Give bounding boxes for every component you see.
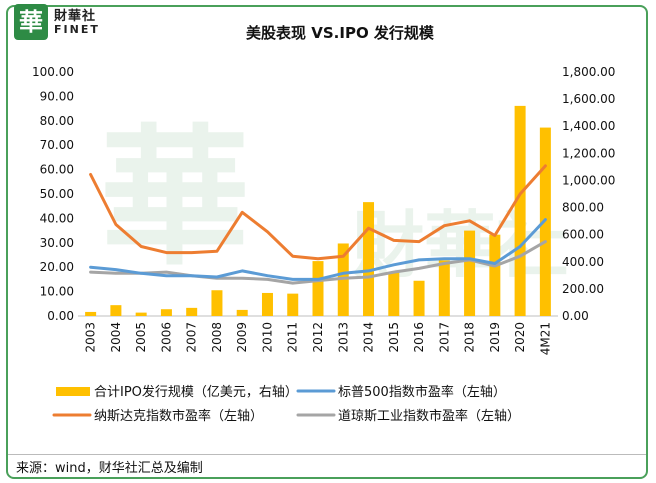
x-axis-tick-label: 2006 xyxy=(159,322,173,353)
right-axis-tick-label: 1,800.00 xyxy=(562,65,615,79)
ipo-bar xyxy=(363,202,375,316)
ipo-bar xyxy=(261,292,273,316)
left-axis-tick-label: 20.00 xyxy=(40,260,74,274)
ipo-bar xyxy=(514,105,526,316)
ipo-bar xyxy=(110,305,122,316)
right-axis-tick-label: 800.00 xyxy=(562,201,604,215)
x-axis-tick-label: 2012 xyxy=(311,322,325,353)
right-axis-tick-label: 400.00 xyxy=(562,255,604,269)
sp500-pe-line xyxy=(89,218,547,281)
ipo-bar xyxy=(312,261,324,316)
left-axis-tick-label: 50.00 xyxy=(40,187,74,201)
ipo-bar xyxy=(160,309,172,316)
legend-sp500-label: 标普500指数市盈率（左轴） xyxy=(338,384,506,400)
source-note: 来源：wind，财华社汇总及编制 xyxy=(16,461,203,476)
left-axis-tick-label: 100.00 xyxy=(32,65,74,79)
x-axis-tick-label: 2008 xyxy=(210,322,224,353)
right-axis-tick-label: 200.00 xyxy=(562,282,604,296)
legend-ipo-swatch xyxy=(56,387,90,396)
x-axis-tick-label: 2007 xyxy=(185,322,199,353)
x-axis-tick-label: 2004 xyxy=(109,322,123,353)
ipo-bar xyxy=(413,280,425,316)
chart-title: 美股表现 VS.IPO 发行规模 xyxy=(246,24,434,42)
x-axis-tick-label: 2010 xyxy=(260,322,274,353)
left-axis-tick-label: 10.00 xyxy=(40,285,74,299)
right-axis-tick-label: 1,000.00 xyxy=(562,173,615,187)
footer-divider xyxy=(8,454,646,455)
right-axis-tick-label: 0.00 xyxy=(562,309,589,323)
ipo-bar xyxy=(287,293,299,316)
finet-logo: 華 財華社 FINET xyxy=(14,4,144,40)
x-axis-tick-label: 2014 xyxy=(362,322,376,353)
x-axis-tick-label: 2016 xyxy=(412,322,426,353)
ipo-bar xyxy=(135,312,147,316)
left-axis-tick-label: 40.00 xyxy=(40,211,74,225)
logo-mark-icon: 華 xyxy=(14,4,48,40)
left-axis-tick-label: 0.00 xyxy=(47,309,74,323)
x-axis-tick-label: 2011 xyxy=(286,322,300,353)
ipo-bar xyxy=(236,309,248,316)
x-axis-tick-label: 2018 xyxy=(463,322,477,353)
ipo-bar xyxy=(388,271,400,316)
logo-english-name: FINET xyxy=(54,23,100,36)
ipo-bar xyxy=(489,234,501,316)
ipo-bar xyxy=(337,243,349,316)
left-axis-tick-label: 90.00 xyxy=(40,89,74,103)
x-axis-tick-label: 2015 xyxy=(387,322,401,353)
right-axis-tick-label: 1,200.00 xyxy=(562,146,615,160)
x-axis-tick-label: 2019 xyxy=(488,322,502,353)
ipo-bar xyxy=(464,230,476,316)
x-axis-tick-label: 2017 xyxy=(437,322,451,353)
x-axis-tick-label: 2009 xyxy=(235,322,249,353)
watermark-mark: 華 xyxy=(100,110,250,286)
ipo-bar xyxy=(211,290,223,316)
x-axis-tick-label: 2005 xyxy=(134,322,148,353)
left-axis-tick-label: 80.00 xyxy=(40,114,74,128)
chart-frame xyxy=(6,5,648,479)
nasdaq-pe-line xyxy=(89,164,547,261)
legend-nasdaq-label: 纳斯达克指数市盈率（左轴） xyxy=(94,408,263,424)
ipo-bar xyxy=(438,260,450,316)
right-axis-tick-label: 1,600.00 xyxy=(562,92,615,106)
x-axis-tick-label: 4M21 xyxy=(538,322,552,355)
right-axis-tick-label: 1,400.00 xyxy=(562,119,615,133)
x-axis-tick-label: 2020 xyxy=(513,322,527,353)
x-axis-tick-label: 2003 xyxy=(84,322,98,353)
left-axis-tick-label: 70.00 xyxy=(40,138,74,152)
x-axis-tick-label: 2013 xyxy=(336,322,350,353)
logo-chinese-name: 財華社 xyxy=(54,9,97,24)
right-axis-tick-label: 600.00 xyxy=(562,228,604,242)
legend-ipo-label: 合计IPO发行规模（亿美元，右轴） xyxy=(94,384,298,400)
ipo-bar xyxy=(186,307,198,316)
left-axis-tick-label: 60.00 xyxy=(40,163,74,177)
left-axis-tick-label: 30.00 xyxy=(40,236,74,250)
ipo-bar xyxy=(85,311,97,316)
legend-dow-label: 道琼斯工业指数市盈率（左轴） xyxy=(338,408,520,424)
